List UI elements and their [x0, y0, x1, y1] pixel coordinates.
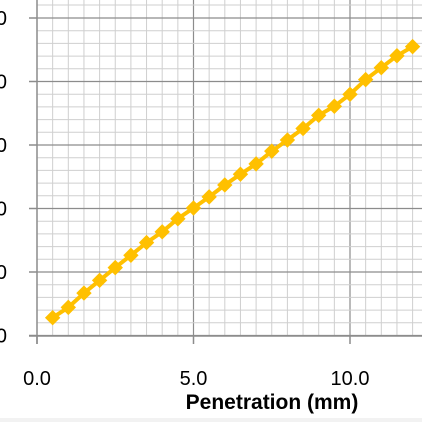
data-point-marker	[185, 200, 202, 216]
data-point-marker	[76, 285, 92, 301]
data-point-marker	[389, 48, 405, 64]
data-point-marker	[170, 211, 186, 227]
x-tick-label: 5.0	[180, 368, 208, 390]
data-point-marker	[373, 59, 390, 76]
data-point-marker	[201, 189, 217, 205]
data-point-marker	[232, 166, 249, 182]
tick-labels: 0 0 0 0 0 0 0.0 5.0 10.0	[0, 8, 369, 390]
data-point-marker	[60, 299, 77, 316]
data-point-marker	[295, 120, 311, 137]
data-point-marker	[342, 86, 358, 103]
x-axis-title: Penetration (mm)	[186, 391, 359, 414]
data-point-marker	[154, 224, 170, 240]
data-point-marker	[404, 38, 421, 55]
y-tick-label: 0	[0, 8, 7, 30]
data-point-marker	[44, 310, 61, 326]
x-tick-label: 0.0	[23, 368, 51, 390]
y-tick-label: 0	[0, 72, 7, 94]
data-point-marker	[91, 272, 108, 289]
data-point-marker	[264, 143, 280, 159]
data-point-marker	[279, 132, 296, 148]
series-line	[51, 44, 414, 320]
data-point-marker	[357, 71, 374, 88]
data-point-marker	[138, 234, 155, 251]
data-point-marker	[123, 247, 139, 264]
series-layer	[44, 38, 421, 326]
axes	[29, 0, 422, 344]
data-point-marker	[326, 98, 343, 114]
data-point-marker	[310, 107, 327, 124]
x-tick-label: 10.0	[331, 368, 370, 390]
y-tick-label: 0	[0, 199, 7, 221]
data-point-marker	[107, 259, 123, 276]
y-tick-label: 0	[0, 262, 7, 284]
data-point-marker	[248, 156, 264, 172]
bottom-strip	[0, 418, 422, 422]
y-tick-label: 0	[0, 135, 7, 157]
y-tick-label: 0	[0, 326, 7, 348]
data-point-marker	[217, 177, 233, 193]
